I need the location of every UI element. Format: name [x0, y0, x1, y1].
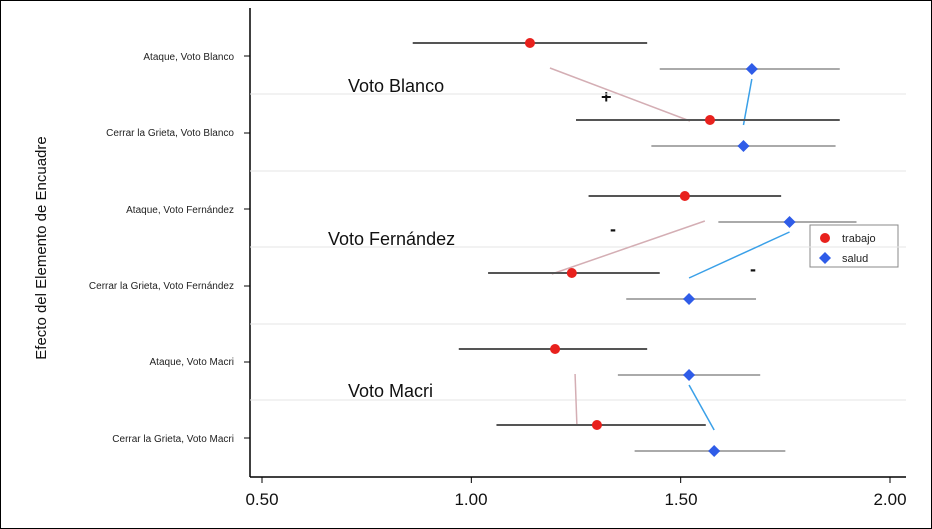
- significance-mark: -: [610, 219, 616, 239]
- trabajo-point: [704, 115, 715, 125]
- salud-point: [745, 63, 758, 75]
- salud-connector: [688, 231, 790, 279]
- x-tick-label: 2.00: [873, 490, 906, 509]
- significance-mark: +: [601, 87, 612, 107]
- trabajo-point: [524, 38, 535, 48]
- legend: trabajo salud: [809, 224, 899, 268]
- salud-connector: [742, 78, 753, 126]
- group-label: Voto Macri: [348, 381, 433, 401]
- trabajo-point: [566, 268, 577, 278]
- x-tick-label: 0.50: [245, 490, 278, 509]
- legend-trabajo-marker: [820, 233, 830, 243]
- category-label: Ataque, Voto Macri: [150, 357, 235, 368]
- category-label: Cerrar la Grieta, Voto Blanco: [106, 128, 234, 139]
- trabajo-point: [550, 344, 561, 354]
- salud-point: [783, 216, 796, 228]
- y-axis-label: Efecto del Elemento de Encuadre: [33, 136, 50, 359]
- legend-salud-label: salud: [842, 253, 868, 265]
- category-label: Ataque, Voto Blanco: [143, 52, 234, 63]
- trabajo-connector: [549, 67, 691, 122]
- legend-box: [809, 224, 899, 268]
- category-label: Cerrar la Grieta, Voto Fernández: [89, 281, 234, 292]
- group-label: Voto Blanco: [348, 76, 444, 96]
- legend-salud-marker: [819, 252, 831, 264]
- category-label: Ataque, Voto Fernández: [126, 205, 234, 216]
- x-tick-label: 1.50: [664, 490, 697, 509]
- trabajo-point: [591, 420, 602, 430]
- salud-connector: [688, 384, 715, 431]
- trabajo-point: [679, 191, 690, 201]
- trabajo-connector: [551, 220, 706, 275]
- significance-mark: -: [750, 259, 756, 279]
- plot-marks: [244, 38, 906, 483]
- x-tick-label: 1.00: [454, 490, 487, 509]
- group-label: Voto Fernández: [328, 229, 455, 249]
- salud-point: [683, 293, 696, 305]
- salud-point: [737, 140, 750, 152]
- salud-point: [708, 445, 721, 457]
- trabajo-connector: [574, 373, 578, 427]
- category-label: Cerrar la Grieta, Voto Macri: [112, 434, 234, 445]
- legend-trabajo-label: trabajo: [842, 233, 876, 245]
- salud-point: [683, 369, 696, 381]
